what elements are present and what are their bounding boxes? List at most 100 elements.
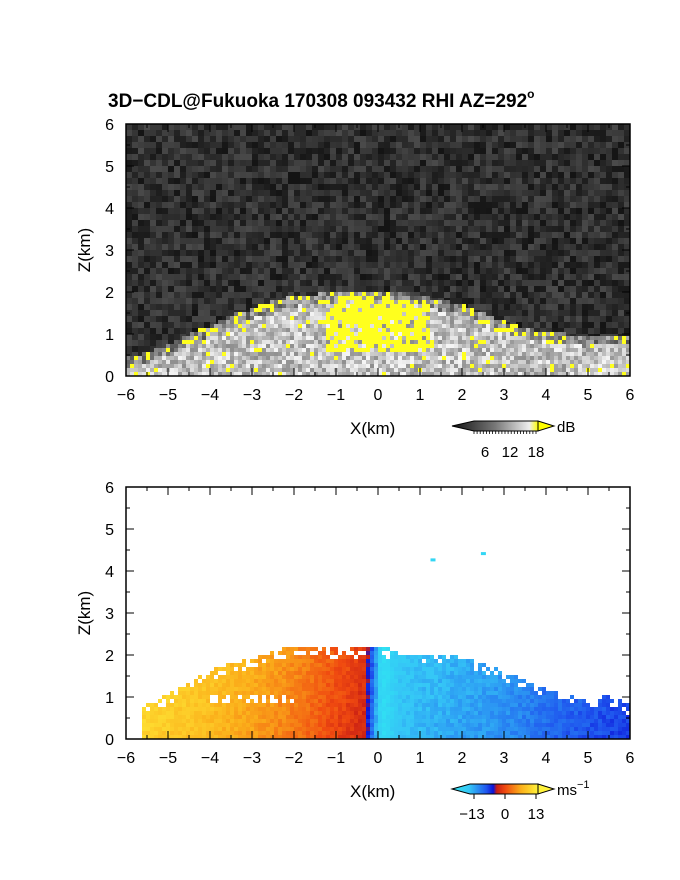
- echo-cell: [222, 320, 226, 324]
- echo-cell: [134, 360, 138, 364]
- noise-cell: [462, 172, 468, 178]
- noise-cell: [126, 172, 132, 178]
- noise-cell: [126, 256, 132, 262]
- noise-cell: [546, 202, 552, 208]
- noise-cell: [426, 148, 432, 154]
- noise-cell: [306, 256, 312, 262]
- noise-cell: [228, 136, 234, 142]
- noise-cell: [402, 136, 408, 142]
- noise-cell: [606, 280, 612, 286]
- noise-cell: [390, 196, 396, 202]
- noise-cell: [528, 124, 534, 130]
- echo-cell: [230, 336, 234, 340]
- echo-cell: [294, 308, 298, 312]
- echo-cell: [370, 372, 374, 376]
- noise-cell: [486, 124, 492, 130]
- noise-cell: [354, 250, 360, 256]
- echo-cell: [394, 296, 398, 300]
- noise-cell: [456, 178, 462, 184]
- noise-cell: [552, 238, 558, 244]
- echo-cell: [350, 304, 354, 308]
- echo-cell: [162, 356, 166, 360]
- noise-cell: [180, 274, 186, 280]
- noise-cell: [468, 286, 474, 292]
- echo-cell: [186, 344, 190, 348]
- noise-cell: [312, 190, 318, 196]
- noise-cell: [132, 166, 138, 172]
- noise-cell: [492, 196, 498, 202]
- noise-cell: [216, 184, 222, 190]
- noise-cell: [318, 208, 324, 214]
- noise-cell: [234, 130, 240, 136]
- noise-cell: [198, 274, 204, 280]
- noise-cell: [138, 124, 144, 130]
- noise-cell: [606, 298, 612, 304]
- echo-cell: [442, 316, 446, 320]
- noise-cell: [564, 298, 570, 304]
- noise-cell: [192, 328, 198, 334]
- noise-cell: [408, 154, 414, 160]
- noise-cell: [618, 124, 624, 130]
- echo-cell: [266, 328, 270, 332]
- noise-cell: [588, 154, 594, 160]
- noise-cell: [552, 292, 558, 298]
- echo-cell: [334, 328, 338, 332]
- noise-cell: [276, 142, 282, 148]
- noise-cell: [468, 226, 474, 232]
- noise-cell: [318, 124, 324, 130]
- noise-cell: [462, 262, 468, 268]
- echo-cell: [374, 296, 378, 300]
- noise-cell: [300, 124, 306, 130]
- echo-cell: [458, 372, 462, 376]
- noise-cell: [348, 274, 354, 280]
- noise-cell: [240, 202, 246, 208]
- noise-cell: [516, 208, 522, 214]
- echo-cell: [326, 344, 330, 348]
- noise-cell: [582, 202, 588, 208]
- noise-cell: [390, 286, 396, 292]
- echo-cell: [286, 360, 290, 364]
- noise-cell: [468, 154, 474, 160]
- noise-cell: [168, 178, 174, 184]
- echo-cell: [326, 324, 330, 328]
- echo-cell: [154, 368, 158, 372]
- noise-cell: [162, 136, 168, 142]
- noise-cell: [498, 184, 504, 190]
- noise-cell: [444, 226, 450, 232]
- noise-cell: [186, 166, 192, 172]
- echo-cell: [474, 372, 478, 376]
- echo-cell: [422, 312, 426, 316]
- noise-cell: [222, 298, 228, 304]
- noise-cell: [432, 256, 438, 262]
- echo-cell: [198, 356, 202, 360]
- noise-cell: [264, 142, 270, 148]
- noise-cell: [624, 136, 630, 142]
- noise-cell: [282, 130, 288, 136]
- echo-cell: [358, 344, 362, 348]
- noise-cell: [438, 244, 444, 250]
- noise-cell: [594, 148, 600, 154]
- echo-cell: [294, 360, 298, 364]
- noise-cell: [498, 250, 504, 256]
- noise-cell: [300, 130, 306, 136]
- echo-cell: [134, 368, 138, 372]
- noise-cell: [150, 244, 156, 250]
- noise-cell: [492, 310, 498, 316]
- noise-cell: [516, 226, 522, 232]
- echo-cell: [274, 344, 278, 348]
- noise-cell: [588, 220, 594, 226]
- noise-cell: [564, 184, 570, 190]
- noise-cell: [342, 142, 348, 148]
- noise-cell: [420, 202, 426, 208]
- noise-cell: [168, 130, 174, 136]
- echo-cell: [314, 356, 318, 360]
- noise-cell: [270, 268, 276, 274]
- echo-cell: [286, 308, 290, 312]
- echo-cell: [206, 344, 210, 348]
- noise-cell: [336, 190, 342, 196]
- noise-cell: [174, 310, 180, 316]
- noise-cell: [210, 274, 216, 280]
- noise-cell: [498, 232, 504, 238]
- noise-cell: [582, 142, 588, 148]
- noise-cell: [180, 286, 186, 292]
